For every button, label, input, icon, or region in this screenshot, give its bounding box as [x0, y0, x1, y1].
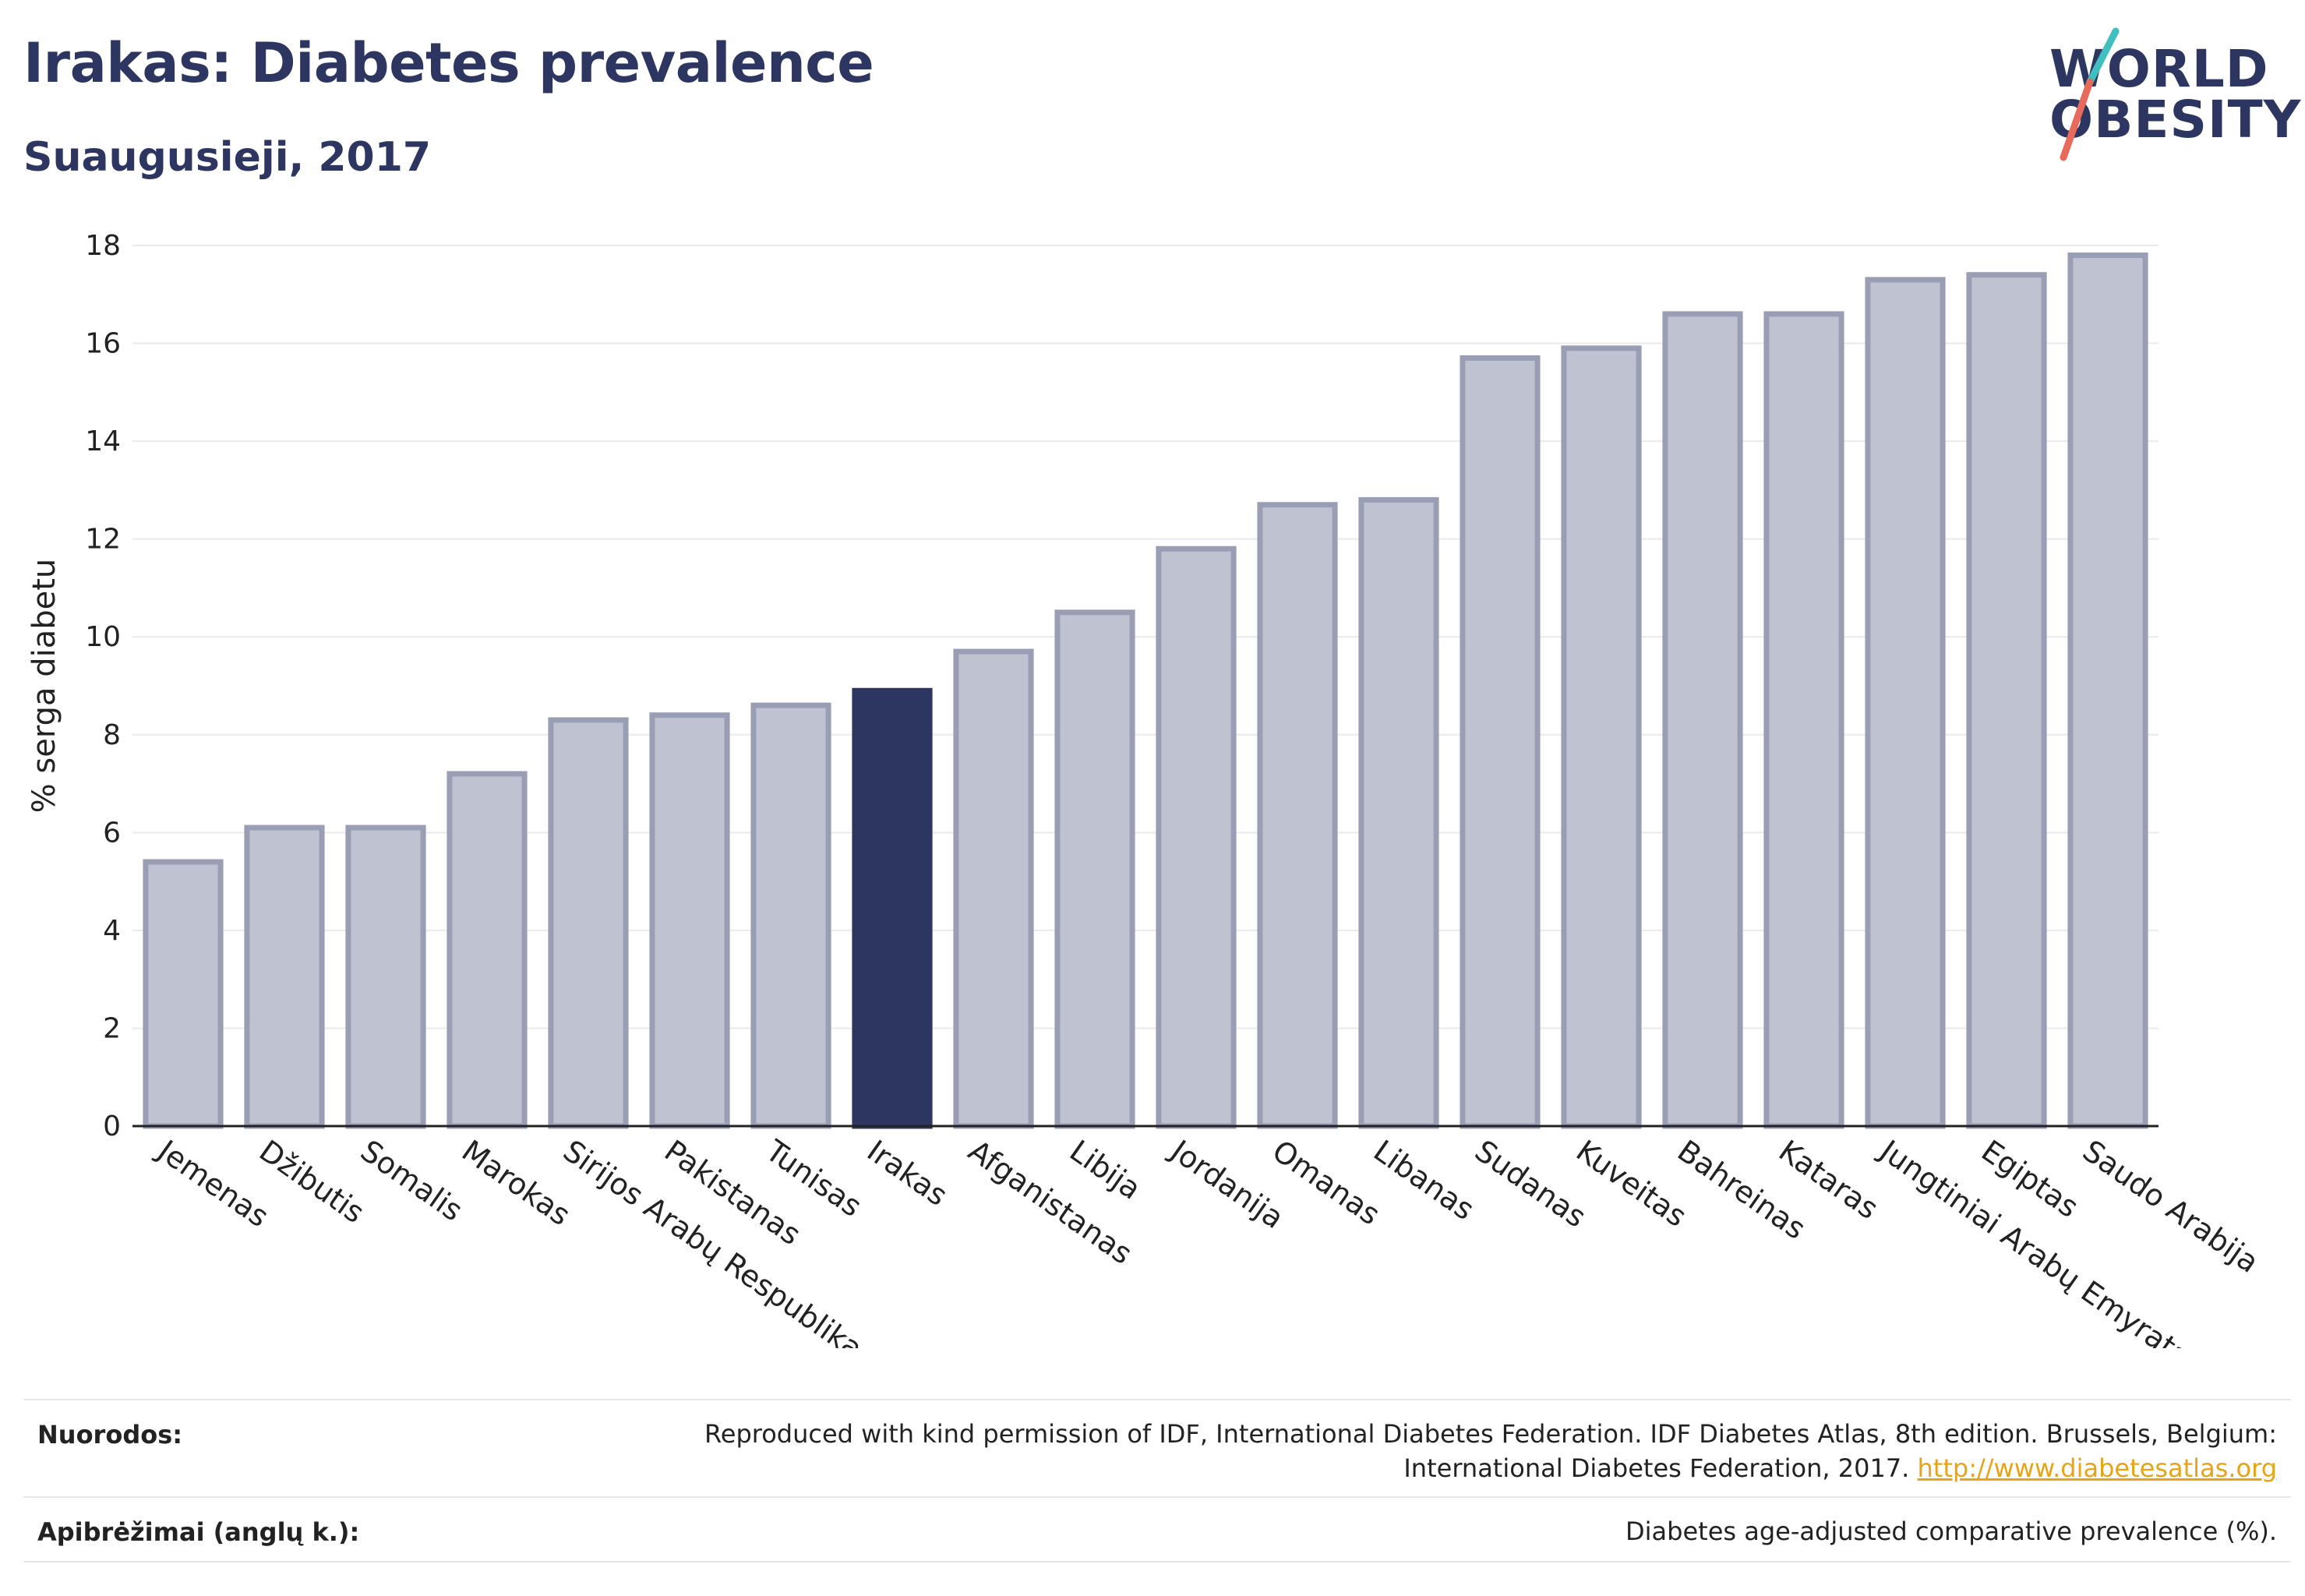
bar	[649, 712, 730, 1129]
sources-text-line2: International Diabetes Federation, 2017.	[1403, 1453, 1910, 1483]
bar	[1358, 496, 1439, 1129]
bar	[1662, 311, 1743, 1129]
bar	[1763, 311, 1844, 1129]
bar	[244, 824, 325, 1129]
bar	[548, 717, 629, 1129]
x-tick-label: Sudanas	[1469, 1133, 1593, 1234]
logo-slash-icon	[2060, 27, 2120, 161]
bar	[143, 859, 224, 1129]
x-tick-label: Irakas	[861, 1133, 954, 1213]
y-tick-label: 16	[85, 328, 121, 360]
y-axis-label: % serga diabetu	[26, 559, 62, 814]
footer-sources-row: Nuorodos: Reproduced with kind permissio…	[23, 1403, 2291, 1496]
footer-definitions-row: Apibrėžimai (anglų k.): Diabetes age-adj…	[23, 1500, 2291, 1559]
definitions-text: Diabetes age-adjusted comparative preval…	[1626, 1517, 2277, 1546]
y-tick-label: 12	[85, 524, 121, 556]
sources-text-line1: Reproduced with kind permission of IDF, …	[704, 1419, 2277, 1449]
bar-highlighted	[852, 687, 933, 1129]
y-tick-label: 14	[85, 425, 121, 457]
bar	[750, 702, 831, 1129]
definitions-label: Apibrėžimai (anglų k.):	[37, 1517, 360, 1547]
x-tick-label: Omanas	[1266, 1133, 1386, 1231]
x-tick-label: Libija	[1064, 1133, 1147, 1206]
footer-divider-middle	[23, 1496, 2291, 1498]
footer-divider-top	[23, 1399, 2291, 1400]
bar	[1257, 502, 1338, 1129]
bar	[447, 771, 528, 1129]
sources-label: Nuorodos:	[37, 1420, 183, 1449]
y-tick-label: 0	[103, 1110, 121, 1142]
bar	[953, 648, 1034, 1129]
bar	[1561, 345, 1642, 1129]
bar	[1156, 546, 1237, 1129]
x-tick-label: Marokas	[456, 1133, 577, 1232]
bar	[1966, 272, 2047, 1129]
x-tick-label: Jordanija	[1163, 1132, 1290, 1235]
x-tick-label: Saudo Arabija	[2077, 1133, 2265, 1280]
chart-title: Irakas: Diabetes prevalence	[23, 31, 874, 95]
footer-divider-bottom	[23, 1561, 2291, 1562]
logo-text-line2: OBESITY	[2049, 90, 2302, 150]
bar-chart: 0 2 4 6 8 10 12 14 16 18 % serga diabetu JemenasDži…	[26, 230, 2265, 1348]
y-tick-label: 10	[85, 621, 121, 653]
x-tick-label: Libanas	[1368, 1133, 1481, 1227]
bar	[1460, 355, 1541, 1129]
sources-link[interactable]: http://www.diabetesatlas.org	[1917, 1453, 2277, 1483]
sources-text: Reproduced with kind permission of IDF, …	[704, 1417, 2277, 1485]
x-tick-label: Džibutis	[253, 1133, 371, 1230]
y-tick-label: 6	[103, 817, 121, 849]
bar	[1865, 277, 1946, 1129]
y-tick-label: 2	[103, 1012, 121, 1044]
x-tick-label: Somalis	[355, 1133, 469, 1227]
x-tick-label: Kuveitas	[1570, 1133, 1693, 1234]
chart-subtitle: Suaugusieji, 2017	[23, 134, 432, 181]
x-tick-label: Jemenas	[150, 1132, 275, 1234]
y-tick-label: 8	[103, 719, 121, 751]
bar	[2067, 252, 2148, 1129]
y-tick-label: 4	[103, 915, 121, 947]
world-obesity-logo: WORLD OBESITY	[2026, 23, 2300, 164]
bar	[345, 824, 426, 1129]
bar	[1054, 609, 1135, 1129]
y-tick-label: 18	[85, 230, 121, 262]
